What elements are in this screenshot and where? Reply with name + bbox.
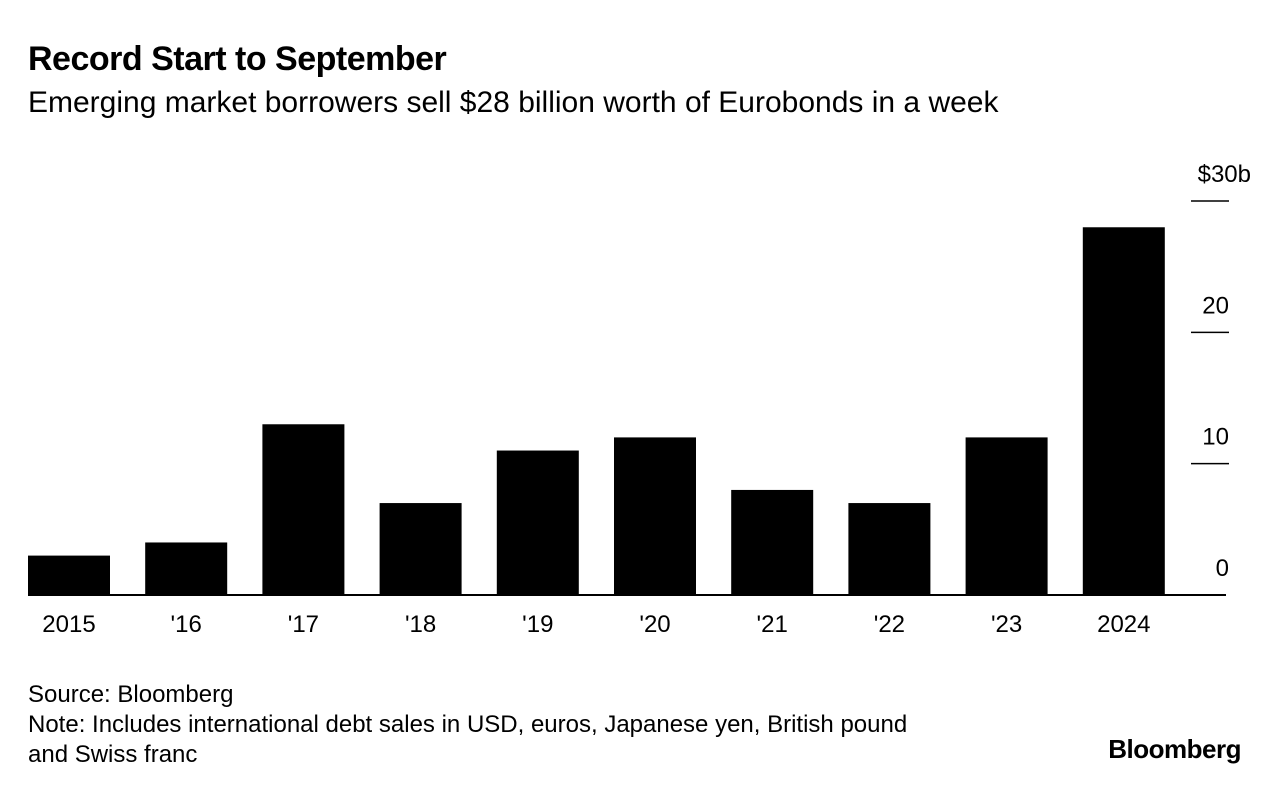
x-tick-label-5: '20 bbox=[639, 611, 670, 638]
x-tick-label-3: '18 bbox=[405, 611, 436, 638]
bar-0 bbox=[28, 555, 110, 595]
bloomberg-logo: Bloomberg bbox=[1108, 734, 1241, 764]
chart-title: Record Start to September bbox=[28, 40, 447, 78]
bar-6 bbox=[731, 489, 814, 595]
x-axis: 2015 '16 '17 '18 '19 '20 '21 '22 '23 2024 bbox=[28, 594, 1226, 638]
bar-1 bbox=[145, 542, 228, 595]
bar-7 bbox=[848, 503, 931, 595]
bar-5 bbox=[614, 437, 696, 595]
y-tick-label-2: 20 bbox=[1202, 292, 1229, 319]
x-tick-label-1: '16 bbox=[171, 611, 202, 638]
bar-3 bbox=[379, 503, 462, 595]
source-text: Source: Bloomberg bbox=[28, 681, 234, 708]
x-tick-label-0: 2015 bbox=[42, 611, 95, 638]
note-text-line-2: and Swiss franc bbox=[28, 741, 198, 768]
footer-notes: Source: Bloomberg Note: Includes interna… bbox=[28, 680, 907, 770]
bar-4 bbox=[496, 450, 579, 595]
bar-9 bbox=[1082, 227, 1165, 595]
x-tick-label-6: '21 bbox=[757, 611, 788, 638]
bars-group bbox=[28, 227, 1165, 595]
x-tick-label-7: '22 bbox=[874, 611, 905, 638]
chart-subtitle: Emerging market borrowers sell $28 billi… bbox=[28, 86, 999, 119]
y-axis: 0 10 20 $30b bbox=[1191, 161, 1251, 582]
bar-2 bbox=[262, 424, 345, 595]
x-tick-label-2: '17 bbox=[288, 611, 319, 638]
y-tick-label-3: $30b bbox=[1198, 161, 1251, 188]
y-tick-label-0: 0 bbox=[1216, 555, 1229, 582]
bar-8 bbox=[965, 437, 1048, 595]
note-text-line-1: Note: Includes international debt sales … bbox=[28, 711, 908, 738]
x-tick-label-8: '23 bbox=[991, 611, 1022, 638]
x-tick-label-9: 2024 bbox=[1097, 611, 1150, 638]
x-tick-label-4: '19 bbox=[522, 611, 553, 638]
y-tick-label-1: 10 bbox=[1202, 424, 1229, 451]
